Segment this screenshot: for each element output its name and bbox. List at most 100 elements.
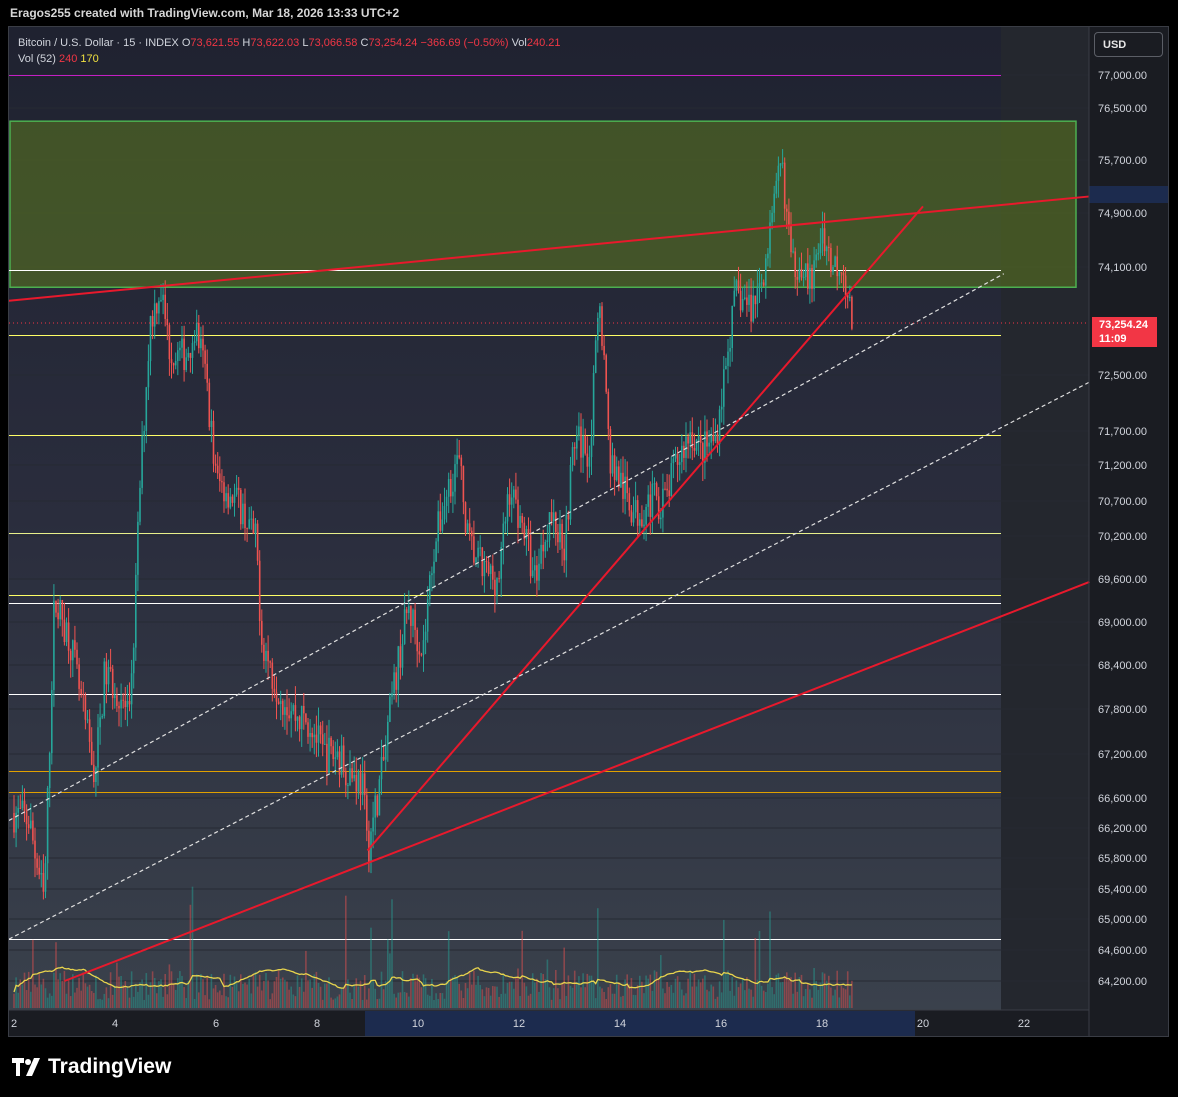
volume-bar [844, 989, 847, 1008]
volume-bar [376, 999, 379, 1008]
volume-bar [727, 970, 729, 1008]
volume-bar [500, 993, 502, 1008]
volume-bar [672, 992, 675, 1008]
volume-bar [746, 977, 748, 1008]
candle-body [632, 512, 635, 523]
price-axis-highlight [1089, 186, 1168, 203]
legend-close-value: 73,254.24 [368, 37, 418, 49]
candle-body [513, 489, 515, 498]
candle-body [46, 788, 49, 864]
candle-body [250, 518, 253, 520]
legend-vol52-label[interactable]: Vol (52) [18, 53, 56, 65]
candle-body [769, 222, 771, 254]
volume-bar [300, 978, 303, 1008]
volume-bar [460, 990, 463, 1008]
candle-body [468, 523, 471, 531]
candle-body [420, 654, 423, 656]
volume-bar [191, 886, 194, 1008]
volume-bar [181, 975, 183, 1008]
volume-bar [580, 987, 582, 1008]
volume-bar [842, 988, 845, 1008]
candle-body [471, 530, 473, 537]
legend-change: −366.69 (−0.50%) [420, 37, 509, 49]
candle-body [464, 502, 467, 533]
candle-body [315, 734, 318, 743]
candle-body [712, 435, 715, 442]
volume-bar [69, 996, 72, 1008]
candle-body [40, 872, 43, 875]
candle-body [842, 272, 845, 276]
volume-bar [445, 981, 448, 1008]
candle-body [756, 286, 759, 305]
candle-body [374, 795, 376, 818]
volume-bar [237, 991, 240, 1008]
tradingview-logo[interactable]: TradingView [12, 1055, 171, 1079]
volume-bar [697, 979, 700, 1008]
volume-bar [195, 974, 198, 1008]
candle-body [393, 672, 395, 694]
candle-body [599, 306, 601, 318]
candle-body [17, 807, 19, 813]
candle-body [460, 457, 463, 467]
candle-body [63, 619, 66, 643]
candle-body [754, 295, 757, 305]
volume-bar [563, 947, 565, 1008]
candle-body [691, 432, 694, 449]
candle-body [653, 483, 656, 485]
candle-body [214, 463, 217, 466]
candle-body [685, 436, 687, 458]
candle-body [452, 491, 454, 497]
volume-bar [657, 978, 660, 1008]
price-tick-label: 66,600.00 [1098, 793, 1147, 805]
candle-body [735, 280, 738, 291]
volume-bar [783, 976, 786, 1008]
candle-body [649, 494, 652, 517]
volume-bar [99, 998, 101, 1008]
candle-body [565, 514, 568, 561]
volume-bar [536, 978, 538, 1008]
trendline [366, 205, 924, 852]
volume-bar [567, 975, 570, 1008]
price-tick-label: 67,200.00 [1098, 749, 1147, 761]
candle-body [836, 256, 838, 277]
candle-body [372, 817, 374, 832]
dashed-trendline [9, 273, 1005, 822]
volume-bar [762, 990, 765, 1008]
volume-bar [561, 982, 563, 1008]
volume-bar [166, 994, 169, 1008]
candle-body [817, 252, 820, 255]
volume-bar [510, 981, 513, 1008]
volume-bar [620, 996, 622, 1008]
volume-ma-line [13, 966, 852, 993]
candle-body [544, 542, 547, 552]
candle-body [240, 489, 242, 525]
legend-symbol[interactable]: Bitcoin / U.S. Dollar · 15 · INDEX [18, 37, 179, 49]
volume-bar [307, 980, 309, 1008]
volume-bar [429, 995, 431, 1008]
candle-body [141, 435, 143, 488]
time-tick-label: 18 [816, 1018, 828, 1030]
volume-bar [788, 979, 790, 1008]
candle-body [704, 431, 706, 463]
volume-bar [387, 939, 389, 1008]
volume-bar [414, 980, 416, 1008]
currency-button[interactable]: USD [1094, 32, 1163, 57]
candle-body [746, 297, 748, 305]
candle-body [340, 745, 343, 775]
candle-body [290, 711, 292, 719]
candle-body [172, 363, 175, 366]
volume-bar [792, 993, 794, 1008]
price-chart[interactable]: 77,000.00 76,500.00 75,700.00 74,900.00 74,1… [9, 27, 1169, 1037]
candle-body [366, 795, 368, 831]
candle-body [542, 544, 544, 552]
candle-body [15, 812, 17, 833]
volume-bar [504, 993, 507, 1008]
volume-bar [40, 984, 43, 1008]
candle-body [23, 800, 26, 811]
candle-body [300, 706, 303, 730]
volume-bar [817, 989, 820, 1008]
volume-bar [204, 995, 206, 1008]
candle-body [594, 340, 597, 373]
volume-bar [691, 986, 694, 1008]
volume-bar [288, 989, 290, 1008]
